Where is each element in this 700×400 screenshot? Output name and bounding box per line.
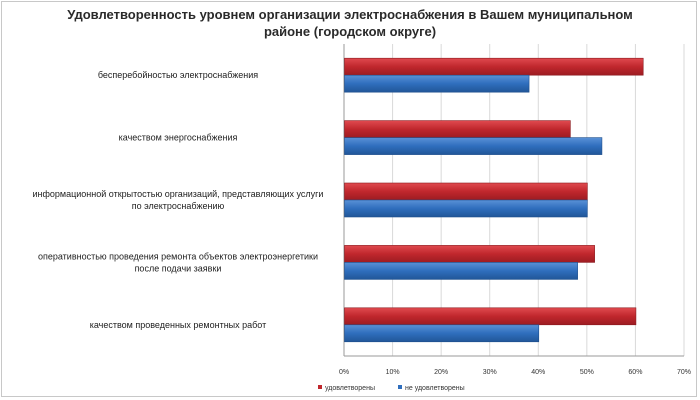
x-tick-label: 20% — [434, 369, 448, 376]
legend-label: не удовлетворены — [405, 385, 465, 392]
bar-not-satisfied-4 — [344, 324, 540, 343]
legend-swatch — [318, 385, 322, 389]
bar-not-satisfied-0 — [344, 74, 530, 93]
category-label: качеством проведенных ремонтных работ — [90, 320, 267, 330]
category-label: после подачи заявки — [135, 263, 222, 273]
bar-not-satisfied-3 — [344, 262, 578, 280]
category-label: качеством энергоснабжения — [119, 133, 238, 143]
bar-not-satisfied-2 — [344, 199, 588, 218]
category-label: информационной открытостью организаций, … — [33, 189, 324, 199]
bar-satisfied-3 — [344, 245, 595, 263]
category-labels: бесперебойностью электроснабжения качеств… — [33, 70, 324, 330]
x-tick-label: 50% — [580, 369, 594, 376]
chart-title-line-2: районе (городском округе) — [263, 24, 437, 39]
legend-swatch — [398, 385, 402, 389]
x-tick-label: 70% — [677, 369, 691, 376]
bar-satisfied-4 — [344, 307, 637, 326]
legend: удовлетворены не удовлетворены — [318, 385, 465, 392]
x-tick-label: 40% — [531, 369, 545, 376]
bar-satisfied-0 — [344, 57, 644, 76]
x-tick-label: 10% — [386, 369, 400, 376]
chart-title: Удовлетворенность уровнем организации эл… — [0, 6, 700, 40]
x-tick-label: 0% — [339, 369, 349, 376]
x-tick-labels: 0% 10% 20% 30% 40% 50% 60% 70% — [339, 369, 691, 376]
category-label: бесперебойностью электроснабжения — [98, 70, 258, 80]
category-label: оперативностью проведения ремонта объект… — [38, 251, 318, 261]
x-tick-label: 30% — [483, 369, 497, 376]
bar-not-satisfied-1 — [344, 137, 603, 155]
category-label: по электроснабжению — [132, 201, 225, 211]
bars — [344, 57, 644, 343]
bar-satisfied-1 — [344, 120, 571, 138]
x-tick-label: 60% — [628, 369, 642, 376]
bar-satisfied-2 — [344, 182, 588, 201]
legend-label: удовлетворены — [325, 385, 375, 392]
chart-title-line-1: Удовлетворенность уровнем организации эл… — [67, 7, 633, 22]
